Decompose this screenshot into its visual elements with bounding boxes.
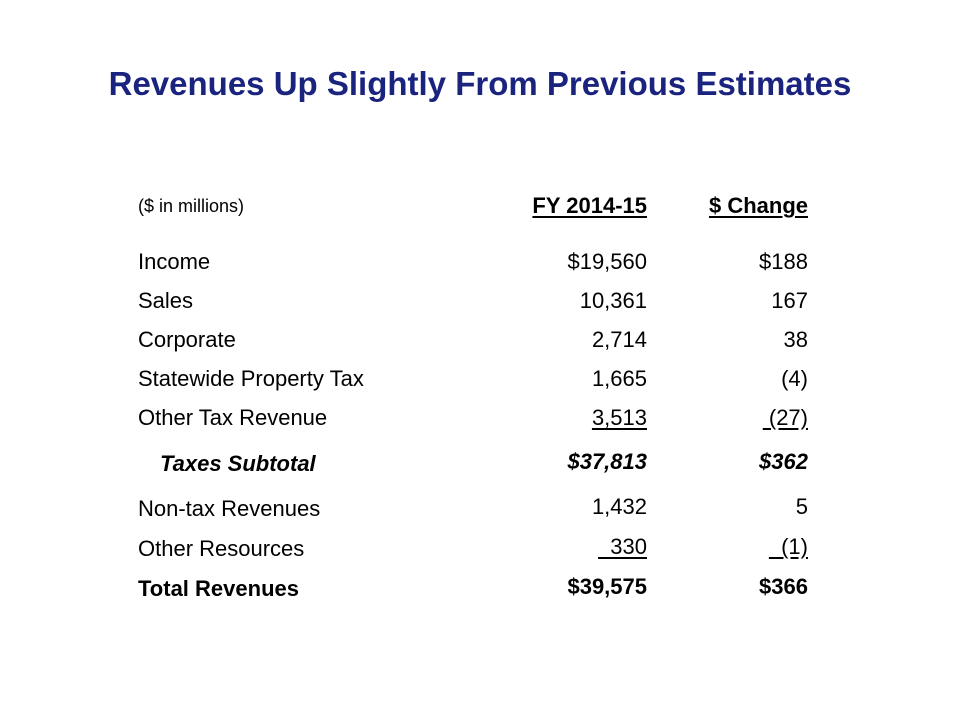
row-label-other-resources: Other Resources [138,536,305,561]
units-label: ($ in millions) [138,196,245,216]
row-label-taxes-subtotal: Taxes Subtotal [160,451,316,476]
row-fy-taxes-subtotal: $37,813 [567,449,647,474]
row-label-sales: Sales [138,288,194,313]
row-change-taxes-subtotal: $362 [759,449,808,474]
row-label-corporate: Corporate [138,327,236,352]
row-fy-corporate: 2,714 [591,327,647,352]
row-fy-total-revenues: $39,575 [567,574,647,599]
row-fy-income: $19,560 [567,249,647,274]
row-change-other-resources: (1) [768,534,808,559]
row-label-other-tax: Other Tax Revenue [138,405,328,430]
page-title: Revenues Up Slightly From Previous Estim… [108,65,852,102]
row-change-corporate: 38 [783,327,808,352]
column-header-change: $ Change [708,193,808,218]
row-fy-other-tax: 3,513 [591,405,647,430]
row-label-non-tax: Non-tax Revenues [138,496,321,521]
row-fy-non-tax: 1,432 [591,494,647,519]
row-fy-other-resources: 330 [598,534,647,559]
row-change-property-tax: (4) [781,366,808,391]
row-label-total-revenues: Total Revenues [138,576,299,601]
column-header-fy: FY 2014-15 [532,193,647,218]
row-fy-property-tax: 1,665 [591,366,647,391]
row-fy-sales: 10,361 [579,288,647,313]
row-change-total-revenues: $366 [759,574,808,599]
row-change-other-tax: (27) [762,405,808,430]
row-label-property-tax: Statewide Property Tax [138,366,364,391]
row-label-income: Income [138,249,211,274]
row-change-sales: 167 [771,288,808,313]
row-change-non-tax: 5 [795,494,808,519]
row-change-income: $188 [759,249,808,274]
